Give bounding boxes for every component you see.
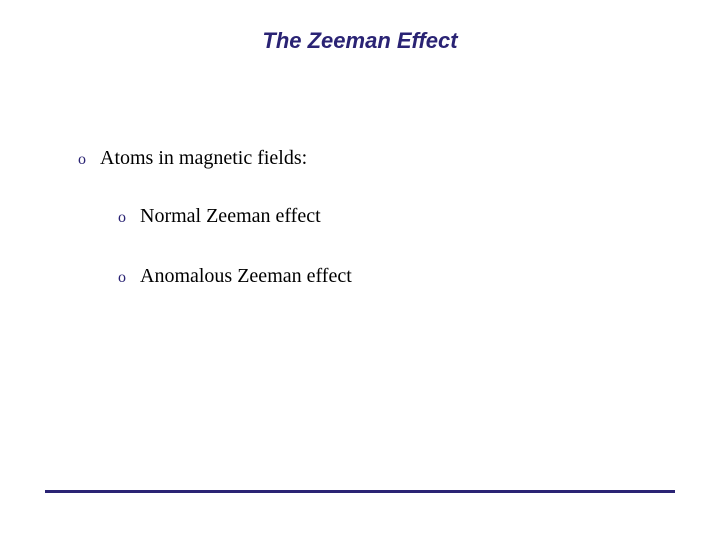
bullet-text: Atoms in magnetic fields: (100, 147, 307, 170)
bottom-divider (45, 490, 675, 493)
bullet-level1: o Atoms in magnetic fields: (78, 147, 307, 170)
bullet-level2: o Normal Zeeman effect (118, 205, 321, 228)
bullet-marker-icon: o (78, 151, 86, 169)
slide: The Zeeman Effect o Atoms in magnetic fi… (0, 0, 720, 540)
bullet-text: Normal Zeeman effect (140, 205, 321, 228)
bullet-text: Anomalous Zeeman effect (140, 265, 352, 288)
bullet-marker-icon: o (118, 269, 126, 287)
slide-title: The Zeeman Effect (0, 28, 720, 54)
bullet-level2: o Anomalous Zeeman effect (118, 265, 352, 288)
bullet-marker-icon: o (118, 209, 126, 227)
